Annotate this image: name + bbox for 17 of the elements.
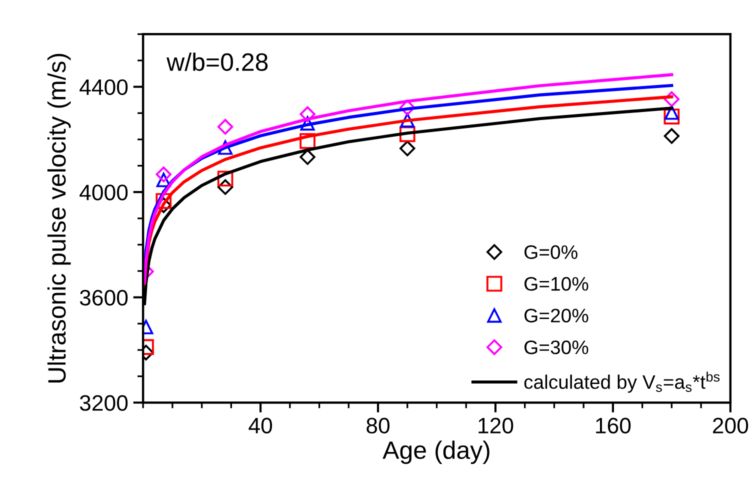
y-tick-label: 3600 (80, 290, 128, 306)
y-tick-label: 4400 (80, 79, 128, 96)
legend-label: calculated by V$_{s}$=a$_{s}$*t$^{bs}$ (524, 372, 720, 393)
y-tick-label: 4000 (80, 184, 128, 200)
x-tick-label: 80 (366, 418, 390, 434)
legend-label: G=20% (524, 308, 588, 322)
y-tick-label: 3200 (80, 395, 128, 411)
x-axis-title: Age (day) (382, 440, 490, 464)
y-axis-title: Ultrasonic pulse velocity (m/s) (47, 54, 71, 382)
x-tick-label: 200 (712, 418, 748, 434)
x-tick-label: 40 (248, 418, 272, 434)
legend-label: G=10% (524, 276, 588, 291)
legend-label: G=30% (524, 340, 588, 354)
legend-label: G=0% (524, 245, 578, 260)
x-tick-label: 120 (478, 418, 514, 434)
x-tick-label: 160 (596, 418, 631, 434)
annotation: w/b=0.28 (166, 52, 268, 71)
